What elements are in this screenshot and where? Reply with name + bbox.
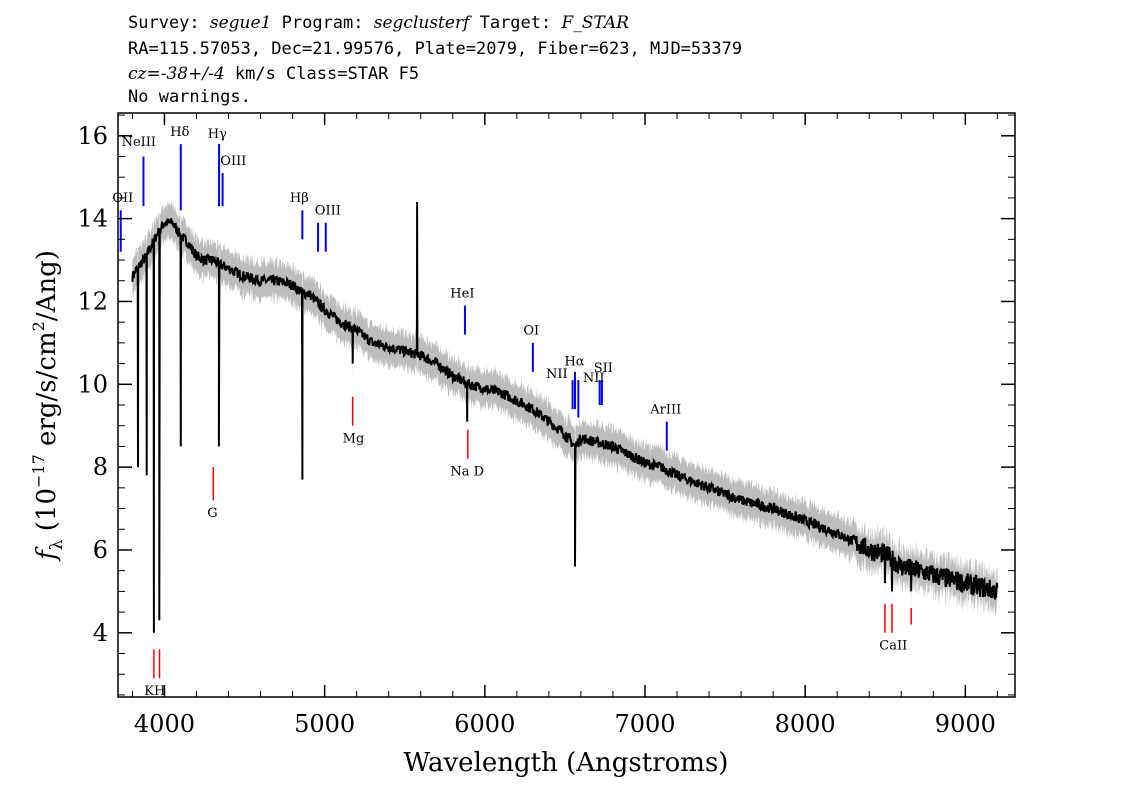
axis-ticks: 4000 5000 6000 7000 8000 9000 4 6 8 10 12 14 16 xyxy=(77,113,1015,738)
y-tick-label: 4 xyxy=(93,619,108,647)
header-line3: cz=-38+/-4 km/s Class=STAR F5 xyxy=(128,64,419,84)
line-label: OIII xyxy=(315,203,341,218)
line-label: OI xyxy=(523,324,539,339)
error-band xyxy=(132,186,998,653)
line-label: OIII xyxy=(220,154,246,169)
line-label: HeI xyxy=(450,286,474,301)
line-label: NII xyxy=(546,367,568,382)
y-tick-label: 14 xyxy=(77,205,108,233)
y-axis-title: fλ (10−17 erg/s/cm2/Ang) xyxy=(29,250,67,562)
y-tick-label: 6 xyxy=(93,536,108,564)
header-line4: No warnings. xyxy=(128,87,251,107)
line-label: Mg xyxy=(343,431,365,446)
line-label: NII xyxy=(583,371,605,386)
line-label: KH xyxy=(144,684,165,699)
line-label: NeIII xyxy=(122,135,156,150)
line-label: ArIII xyxy=(649,402,681,417)
y-tick-label: 12 xyxy=(77,287,108,315)
line-label: Hδ xyxy=(170,125,189,140)
line-label: SII xyxy=(594,361,613,376)
line-label: Na D xyxy=(450,464,484,479)
x-axis-title: Wavelength (Angstroms) xyxy=(404,748,729,778)
y-tick-label: 16 xyxy=(77,122,108,150)
x-tick-label: 6000 xyxy=(454,710,515,738)
y-tick-label: 8 xyxy=(93,453,108,481)
line-label: Hβ xyxy=(290,191,309,206)
plot-frame xyxy=(117,112,1016,698)
line-label: CaII xyxy=(879,638,907,653)
line-label: Hα xyxy=(564,355,584,370)
x-tick-label: 8000 xyxy=(775,710,836,738)
x-tick-label: 7000 xyxy=(614,710,675,738)
y-tick-label: 10 xyxy=(77,370,108,398)
line-label: G xyxy=(207,506,217,521)
x-tick-label: 5000 xyxy=(294,710,355,738)
flux-line xyxy=(131,201,999,633)
x-tick-label: 4000 xyxy=(134,710,195,738)
line-label: OII xyxy=(112,191,133,206)
header-line2: RA=115.57053, Dec=21.99576, Plate=2079, … xyxy=(128,39,742,59)
line-label: Hγ xyxy=(208,127,227,142)
header-line1: Survey: segue1 Program: segclusterf Targ… xyxy=(128,13,629,33)
x-tick-label: 9000 xyxy=(935,710,996,738)
